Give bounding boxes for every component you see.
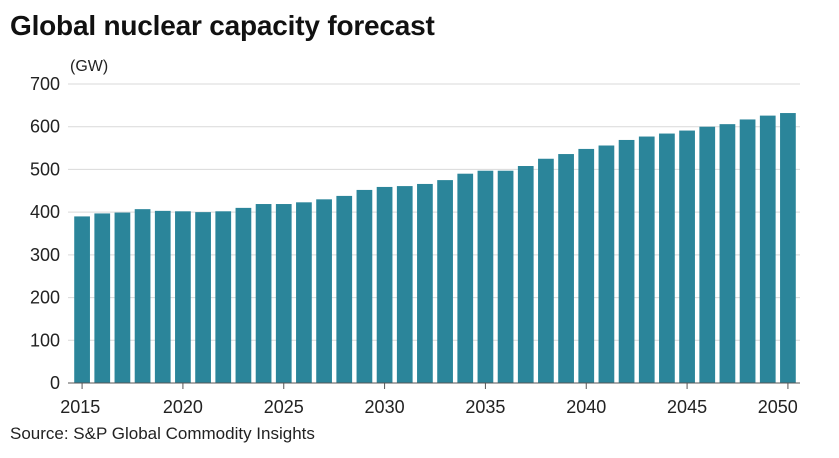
bar-2023 xyxy=(235,207,252,383)
y-axis-unit-label: (GW) xyxy=(70,58,109,75)
gridlines xyxy=(68,83,800,341)
bar-2025 xyxy=(275,204,292,383)
bar-2050 xyxy=(780,113,796,383)
bar-2022 xyxy=(215,211,232,383)
x-tick-label: 2020 xyxy=(163,397,203,417)
bar-2019 xyxy=(154,210,171,383)
x-tick-label: 2015 xyxy=(60,397,100,417)
y-tick-label: 300 xyxy=(30,245,60,265)
bar-2045 xyxy=(679,130,695,383)
x-tick-label: 2050 xyxy=(758,397,798,417)
bar-2028 xyxy=(336,195,353,383)
bar-2040 xyxy=(578,148,595,383)
bar-2015 xyxy=(74,216,90,383)
bar-2018 xyxy=(134,209,151,383)
y-tick-label: 700 xyxy=(30,74,60,94)
bar-2027 xyxy=(316,199,332,383)
y-tick-label: 400 xyxy=(30,202,60,222)
source-note: Source: S&P Global Commodity Insights xyxy=(10,424,315,443)
bar-2024 xyxy=(255,204,272,383)
y-tick-label: 0 xyxy=(50,373,60,393)
bar-2038 xyxy=(538,158,554,383)
bar-2037 xyxy=(517,166,534,383)
x-axis-ticks: 2015 2020 2025 2030 2035 2040 2045 2050 xyxy=(60,383,798,417)
x-tick-label: 2045 xyxy=(667,397,707,417)
y-tick-label: 600 xyxy=(30,117,60,137)
bar-2031 xyxy=(396,186,413,383)
bar-2035 xyxy=(477,170,494,383)
y-axis-ticks: 0 100 200 300 400 500 600 700 xyxy=(30,74,60,393)
x-tick-label: 2030 xyxy=(365,397,405,417)
bar-2016 xyxy=(94,213,111,383)
y-tick-label: 500 xyxy=(30,159,60,179)
x-tick-label: 2040 xyxy=(566,397,606,417)
bar-2021 xyxy=(195,212,211,383)
bars xyxy=(74,113,796,384)
x-tick-label: 2035 xyxy=(465,397,505,417)
y-tick-label: 100 xyxy=(30,330,60,350)
bar-2020 xyxy=(175,211,191,383)
bar-2046 xyxy=(699,126,716,383)
bar-2033 xyxy=(437,180,453,383)
bar-2026 xyxy=(296,202,312,383)
bar-2043 xyxy=(638,136,655,383)
bar-2041 xyxy=(598,145,615,383)
bar-2036 xyxy=(497,170,514,383)
bar-2030 xyxy=(376,186,393,383)
bar-2048 xyxy=(739,119,756,384)
chart-title: Global nuclear capacity forecast xyxy=(10,10,435,41)
bar-2044 xyxy=(659,133,675,383)
bar-2034 xyxy=(457,173,474,383)
x-tick-label: 2025 xyxy=(264,397,304,417)
bar-2032 xyxy=(417,183,433,383)
bar-2047 xyxy=(719,124,736,383)
bar-2042 xyxy=(618,139,635,383)
bar-2039 xyxy=(558,154,574,383)
bar-2049 xyxy=(759,115,776,383)
y-tick-label: 200 xyxy=(30,288,60,308)
bar-2017 xyxy=(114,212,131,383)
bar-2029 xyxy=(356,189,373,383)
